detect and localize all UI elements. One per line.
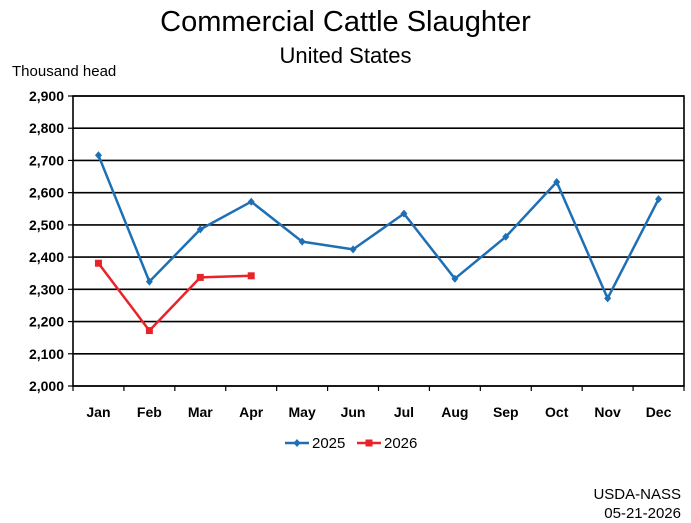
y-tick-label: 2,000 (29, 378, 64, 394)
data-point (247, 272, 255, 280)
y-tick-label: 2,900 (29, 88, 64, 104)
series-line-2025 (97, 154, 660, 300)
x-tick-label: Mar (188, 404, 213, 420)
series-lines (94, 151, 663, 335)
data-point (502, 232, 510, 241)
source-label: USDA-NASS (593, 486, 681, 503)
data-point (247, 197, 255, 206)
data-point (349, 245, 357, 254)
data-point (655, 195, 663, 204)
x-tick-label: Sep (493, 404, 519, 420)
y-tick-label: 2,300 (29, 281, 64, 297)
x-tick-label: Nov (594, 404, 621, 420)
y-tick-label: 2,600 (29, 185, 64, 201)
legend-label: 2025 (312, 435, 345, 452)
x-tick-label: Aug (441, 404, 468, 420)
legend-item-2025: 2025 (285, 435, 345, 452)
x-tick-label: Jul (394, 404, 414, 420)
legend-label: 2026 (384, 435, 417, 452)
x-tick-label: Jun (341, 404, 366, 420)
chart-subtitle: United States (279, 43, 412, 68)
data-point (365, 439, 373, 447)
legend-item-2026: 2026 (357, 435, 417, 452)
data-point (94, 259, 102, 267)
data-point (145, 327, 153, 335)
data-point (400, 209, 408, 218)
data-point (196, 225, 204, 234)
data-point (451, 274, 459, 283)
gridlines (73, 95, 684, 387)
y-axis-unit-label: Thousand head (12, 63, 117, 80)
x-tick-label: May (289, 404, 316, 420)
x-tick-label: Oct (545, 404, 569, 420)
release-date: 05-21-2026 (604, 505, 681, 522)
x-tick-label: Feb (137, 404, 162, 420)
data-point (145, 277, 153, 286)
axes: 2,000 2,100 2,200 2,300 2,400 2,500 2,600 2,700… (29, 88, 685, 420)
chart-title: Commercial Cattle Slaughter (160, 6, 531, 38)
y-tick-label: 2,100 (29, 346, 64, 362)
x-tick-label: Apr (239, 404, 264, 420)
data-point (604, 294, 612, 303)
y-tick-label: 2,800 (29, 120, 64, 136)
data-point (298, 237, 306, 246)
x-tick-label: Dec (646, 404, 672, 420)
data-point (196, 273, 204, 281)
x-tick-label: Jan (86, 404, 110, 420)
plot-border (72, 95, 685, 387)
y-tick-label: 2,700 (29, 152, 64, 168)
y-tick-label: 2,500 (29, 217, 64, 233)
data-point (94, 151, 102, 160)
legend: 2025 2026 (285, 435, 417, 452)
data-point (293, 439, 301, 447)
source-credit: USDA-NASS 05-21-2026 (593, 485, 681, 523)
data-point (553, 178, 561, 187)
y-tick-label: 2,200 (29, 314, 64, 330)
y-tick-label: 2,400 (29, 249, 64, 265)
series-line-2026 (97, 262, 252, 332)
